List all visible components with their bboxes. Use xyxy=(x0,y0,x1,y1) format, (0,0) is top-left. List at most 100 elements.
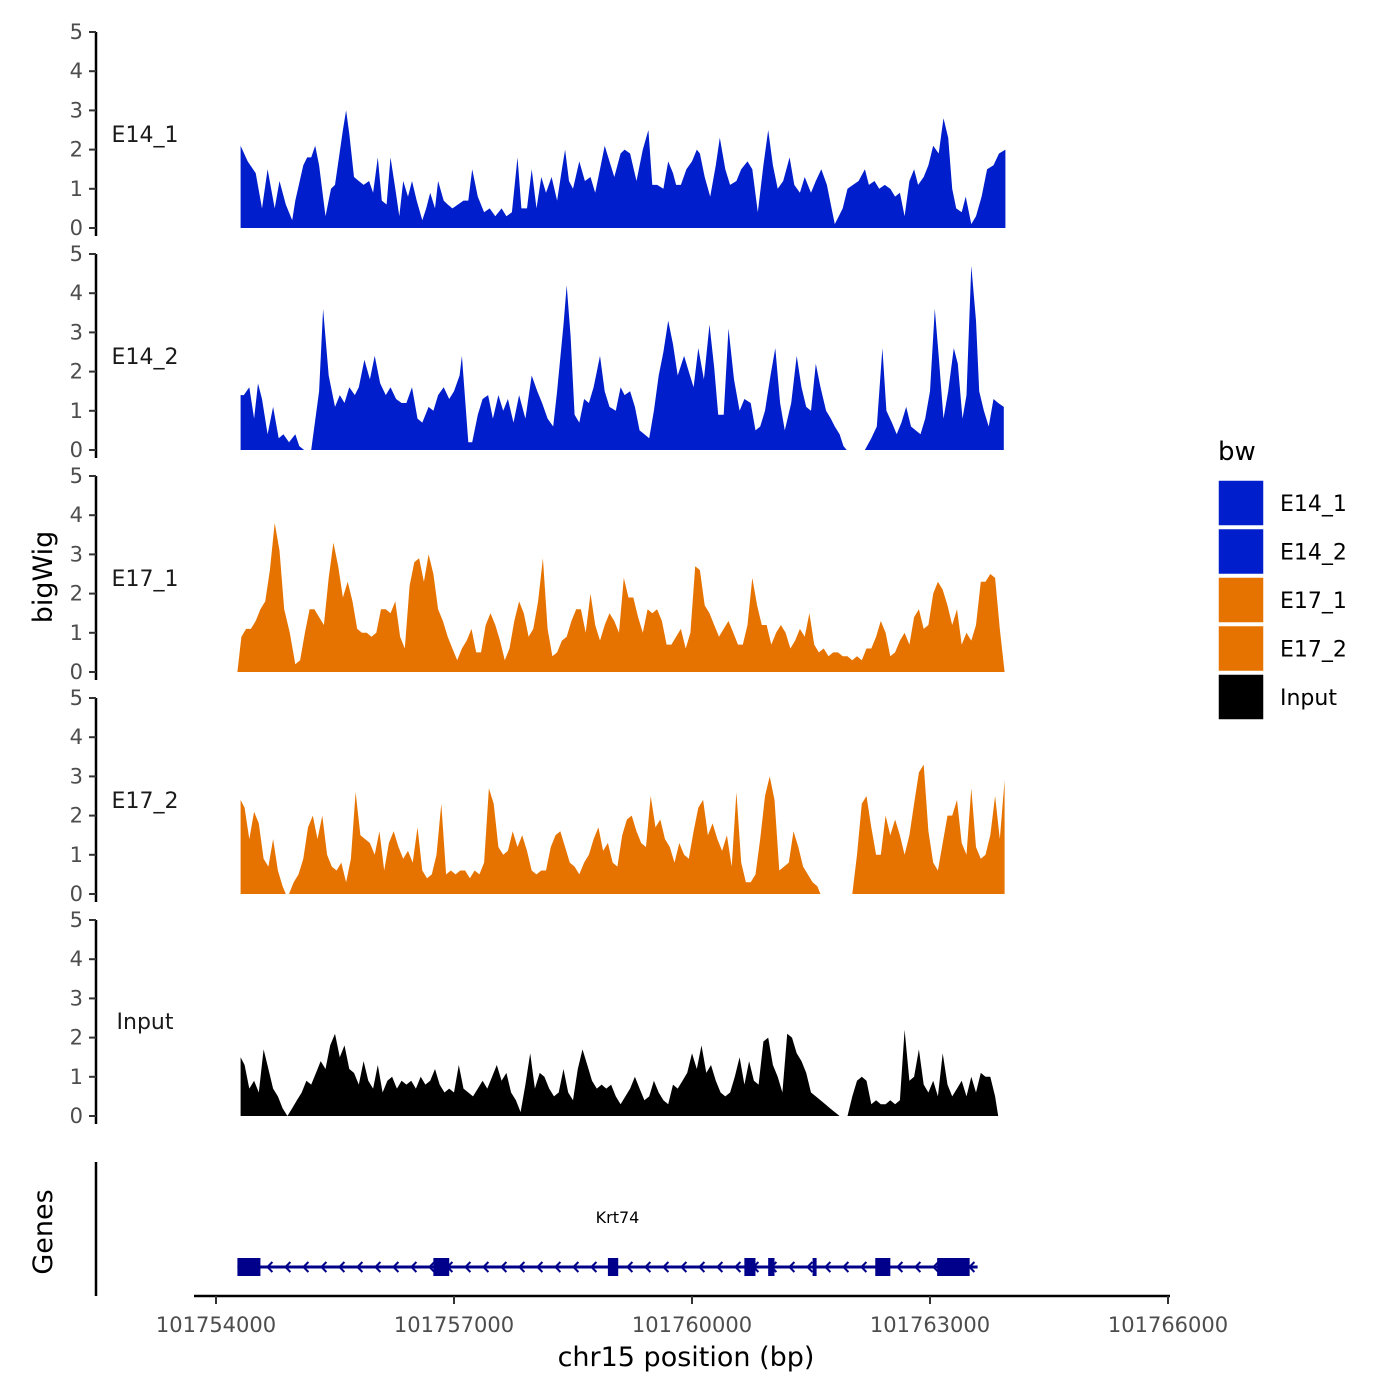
area-e14_2 xyxy=(240,285,847,450)
panel-e17_1: 0 1 2 3 4 5 E17_1 xyxy=(70,464,1005,684)
legend-label: E17_2 xyxy=(1280,638,1347,663)
area-e14_1 xyxy=(240,110,1006,228)
strand-arrow xyxy=(806,1261,814,1273)
area-e14_2 xyxy=(864,265,1004,450)
legend-label: E14_2 xyxy=(1280,541,1347,566)
strand-arrow xyxy=(662,1261,670,1273)
y-tick-label: 1 xyxy=(70,1065,83,1089)
strand-arrow xyxy=(680,1261,688,1273)
panel-label-e17_2: E17_2 xyxy=(112,789,179,814)
gene-label: Krt74 xyxy=(596,1208,640,1227)
y-tick-label: 4 xyxy=(70,503,83,527)
y-tick-label: 5 xyxy=(70,20,83,44)
gene-exon xyxy=(768,1258,775,1276)
area-e17_1 xyxy=(237,523,1005,672)
y-tick-label: 5 xyxy=(70,464,83,488)
legend-swatch xyxy=(1217,527,1265,576)
legend-swatch xyxy=(1217,624,1265,673)
gene-exon xyxy=(812,1258,817,1276)
strand-arrow xyxy=(932,1261,940,1273)
legend-swatch xyxy=(1217,576,1265,624)
strand-arrow xyxy=(356,1261,364,1273)
legend-swatch xyxy=(1217,479,1265,527)
signal-panels: 0 1 2 3 4 5 E14_1 0 1 2 3 4 5 E14_2 0 1 2 3 4 5 E17_1 0 1 2 3 4 5 E… xyxy=(70,20,1006,1128)
strand-arrow xyxy=(824,1261,832,1273)
y-tick-label: 3 xyxy=(70,764,83,788)
panel-label-e14_1: E14_1 xyxy=(112,123,179,148)
strand-arrow xyxy=(554,1261,562,1273)
y-tick-label: 4 xyxy=(70,947,83,971)
y-tick-label: 1 xyxy=(70,399,83,423)
gene-exon xyxy=(937,1258,970,1276)
legend-item-input: Input xyxy=(1217,673,1337,721)
y-tick-label: 1 xyxy=(70,621,83,645)
strand-arrow xyxy=(482,1261,490,1273)
legend-label: E17_1 xyxy=(1280,589,1347,614)
legend-label: E14_1 xyxy=(1280,492,1347,517)
y-tick-label: 3 xyxy=(70,320,83,344)
strand-arrow xyxy=(896,1261,904,1273)
gene-exon xyxy=(875,1258,891,1276)
strand-arrow xyxy=(536,1261,544,1273)
area-e17_2 xyxy=(852,764,1005,894)
legend-item-e17_1: E17_1 xyxy=(1217,576,1347,624)
y-tick-label: 0 xyxy=(70,660,83,684)
strand-arrow xyxy=(392,1261,400,1273)
y-tick-label: 3 xyxy=(70,542,83,566)
y-tick-label: 5 xyxy=(70,686,83,710)
y-tick-label: 0 xyxy=(70,438,83,462)
strand-arrow xyxy=(788,1261,796,1273)
y-tick-label: 5 xyxy=(70,908,83,932)
y-tick-label: 3 xyxy=(70,986,83,1010)
strand-arrow xyxy=(410,1261,418,1273)
strand-arrow xyxy=(842,1261,850,1273)
strand-arrow xyxy=(320,1261,328,1273)
y-tick-label: 2 xyxy=(70,1026,83,1050)
genes-track: Krt74 xyxy=(94,1162,978,1296)
y-tick-label: 2 xyxy=(70,138,83,162)
area-input xyxy=(240,1033,840,1116)
genes-axis-title: Genes xyxy=(28,1189,59,1274)
axes: 101754000 101757000 101760000 101763000 1017… xyxy=(156,1294,1228,1337)
legend-item-e14_1: E14_1 xyxy=(1217,479,1347,527)
legend-title: bw xyxy=(1218,437,1256,467)
strand-arrow xyxy=(572,1261,580,1273)
y-tick-label: 0 xyxy=(70,216,83,240)
strand-arrow xyxy=(734,1261,742,1273)
panel-e17_2: 0 1 2 3 4 5 E17_2 xyxy=(70,686,1005,906)
x-tick-label: 101760000 xyxy=(632,1313,752,1337)
y-tick-label: 1 xyxy=(70,843,83,867)
legend-item-e17_2: E17_2 xyxy=(1217,624,1347,673)
y-tick-label: 2 xyxy=(70,804,83,828)
gene-exon xyxy=(433,1258,450,1276)
y-tick-label: 4 xyxy=(70,725,83,749)
strand-arrow xyxy=(266,1261,274,1273)
gene-exon xyxy=(607,1258,619,1276)
area-e17_2 xyxy=(289,776,821,894)
panel-e14_1: 0 1 2 3 4 5 E14_1 xyxy=(70,20,1006,240)
strand-arrow xyxy=(284,1261,292,1273)
strand-arrow xyxy=(698,1261,706,1273)
legend-item-e14_2: E14_2 xyxy=(1217,527,1347,576)
legend-swatch xyxy=(1217,673,1265,721)
gene-krt74: Krt74 xyxy=(237,1208,978,1276)
strand-arrow xyxy=(518,1261,526,1273)
y-tick-label: 2 xyxy=(70,360,83,384)
x-axis-title: chr15 position (bp) xyxy=(558,1342,815,1373)
strand-arrow xyxy=(374,1261,382,1273)
panel-input: 0 1 2 3 4 5 Input xyxy=(70,908,999,1128)
x-tick-label: 101754000 xyxy=(156,1313,276,1337)
y-tick-label: 0 xyxy=(70,882,83,906)
y-tick-label: 4 xyxy=(70,281,83,305)
x-tick-label: 101763000 xyxy=(870,1313,990,1337)
x-tick-label: 101766000 xyxy=(1108,1313,1228,1337)
y-tick-label: 3 xyxy=(70,98,83,122)
y-tick-label: 5 xyxy=(70,242,83,266)
area-input xyxy=(847,1029,999,1116)
strand-arrow xyxy=(338,1261,346,1273)
panel-label-e17_1: E17_1 xyxy=(112,567,179,592)
strand-arrow xyxy=(590,1261,598,1273)
legend: bw E14_1 E14_2 E17_1 E17_2 Input xyxy=(1217,437,1347,721)
y-tick-label: 4 xyxy=(70,59,83,83)
strand-arrow xyxy=(302,1261,310,1273)
